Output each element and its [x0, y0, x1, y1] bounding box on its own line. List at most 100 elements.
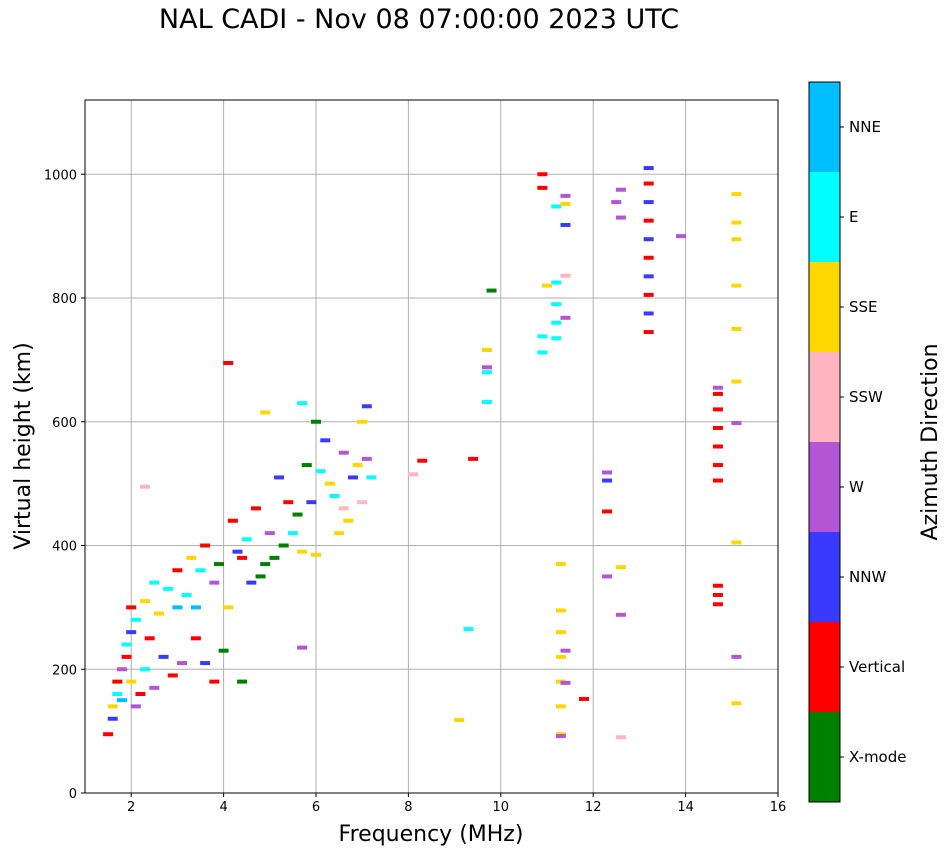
data-point	[107, 704, 118, 709]
data-point	[223, 605, 234, 610]
data-point	[731, 220, 742, 225]
data-point	[481, 399, 492, 404]
data-point	[712, 583, 723, 588]
data-point	[311, 419, 321, 424]
data-point	[347, 475, 358, 480]
data-point	[731, 283, 742, 288]
data-point	[140, 599, 151, 604]
data-point	[278, 543, 289, 548]
x-tick-label: 6	[312, 800, 320, 815]
data-point	[643, 218, 654, 223]
data-point	[675, 234, 686, 239]
data-point	[250, 506, 261, 511]
data-point	[209, 679, 220, 684]
x-tick-label: 14	[677, 800, 694, 815]
data-point	[551, 336, 562, 341]
data-point	[731, 654, 742, 659]
y-tick-label: 400	[52, 540, 77, 555]
plot-frame	[84, 99, 779, 794]
colorbar-segment	[809, 442, 840, 532]
data-point	[578, 696, 589, 701]
data-point	[334, 531, 345, 536]
data-point	[107, 716, 118, 721]
data-point	[357, 500, 368, 505]
data-point	[551, 280, 562, 285]
data-point	[643, 181, 654, 186]
data-point	[643, 166, 654, 171]
data-point	[731, 379, 742, 384]
data-point	[643, 200, 654, 205]
data-point	[315, 469, 326, 474]
data-point	[269, 555, 280, 560]
data-point	[140, 667, 151, 672]
data-point	[615, 215, 626, 220]
colorbar-label: W	[849, 478, 864, 496]
data-point	[149, 580, 160, 585]
data-point	[167, 673, 178, 678]
data-point	[140, 484, 151, 489]
data-point	[218, 648, 229, 653]
data-point	[643, 292, 654, 297]
data-point	[352, 463, 363, 468]
data-point	[329, 494, 340, 498]
y-tick-label: 1000	[44, 168, 77, 183]
data-point	[200, 543, 211, 548]
data-point	[551, 320, 562, 325]
y-tick-label: 200	[52, 663, 77, 678]
data-point	[116, 667, 127, 672]
data-point	[366, 475, 377, 480]
data-point	[615, 565, 626, 570]
colorbar-segment	[809, 532, 840, 622]
data-point	[615, 612, 626, 617]
data-point	[486, 288, 497, 293]
x-tick-label: 4	[219, 800, 227, 815]
data-point	[311, 552, 321, 557]
data-point	[481, 347, 492, 352]
data-point	[103, 732, 114, 737]
data-point	[241, 537, 252, 542]
data-point	[611, 200, 622, 205]
data-point	[324, 481, 335, 486]
data-point	[274, 475, 285, 480]
data-point	[560, 680, 571, 685]
data-point	[555, 630, 566, 635]
y-tick-label: 800	[52, 292, 77, 307]
data-point	[181, 593, 192, 597]
colorbar-label: X-mode	[849, 748, 906, 766]
data-point	[731, 192, 742, 197]
data-point	[112, 679, 123, 684]
data-point	[200, 661, 211, 666]
data-point	[292, 512, 303, 517]
data-point	[237, 679, 248, 684]
colorbar-label: SSE	[849, 298, 878, 316]
chart-title: NAL CADI - Nov 08 07:00:00 2023 UTC	[158, 4, 680, 35]
data-point	[481, 365, 492, 370]
colorbar-label: E	[849, 208, 858, 226]
data-point	[555, 704, 566, 709]
colorbar-segment	[809, 622, 840, 712]
data-point	[560, 648, 571, 653]
data-point	[163, 586, 174, 591]
data-point	[712, 425, 723, 430]
data-point	[297, 549, 308, 554]
colorbar-segment	[809, 262, 840, 352]
colorbar: X-mode Vertical NNW W SSW SSE E NNE	[808, 81, 906, 803]
grid-lines	[85, 100, 779, 794]
data-point	[537, 185, 548, 190]
data-point	[306, 500, 317, 505]
data-point	[454, 717, 465, 722]
data-point	[237, 555, 248, 560]
data-point	[537, 334, 548, 339]
x-tick-label: 10	[493, 800, 510, 815]
data-point	[121, 642, 132, 647]
data-point	[481, 370, 492, 375]
data-point	[560, 201, 571, 206]
data-point	[712, 391, 723, 396]
data-point	[560, 193, 571, 198]
colorbar-segment	[809, 352, 840, 442]
data-point	[126, 605, 137, 610]
y-tick-label: 600	[52, 416, 77, 431]
data-point	[712, 444, 723, 449]
data-point	[126, 630, 137, 635]
